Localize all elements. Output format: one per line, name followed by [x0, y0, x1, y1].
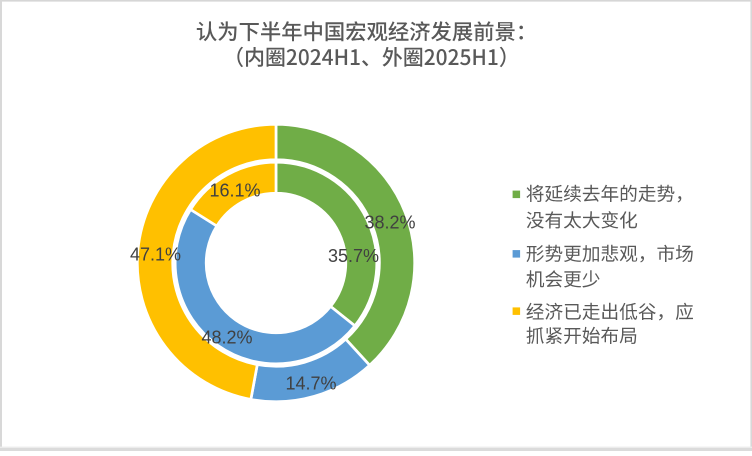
svg-text:16.1%: 16.1%: [209, 181, 260, 201]
svg-text:38.2%: 38.2%: [364, 213, 415, 233]
svg-text:35.7%: 35.7%: [328, 246, 379, 266]
svg-text:14.7%: 14.7%: [285, 374, 336, 394]
svg-text:47.1%: 47.1%: [130, 245, 181, 265]
svg-text:48.2%: 48.2%: [201, 328, 252, 348]
